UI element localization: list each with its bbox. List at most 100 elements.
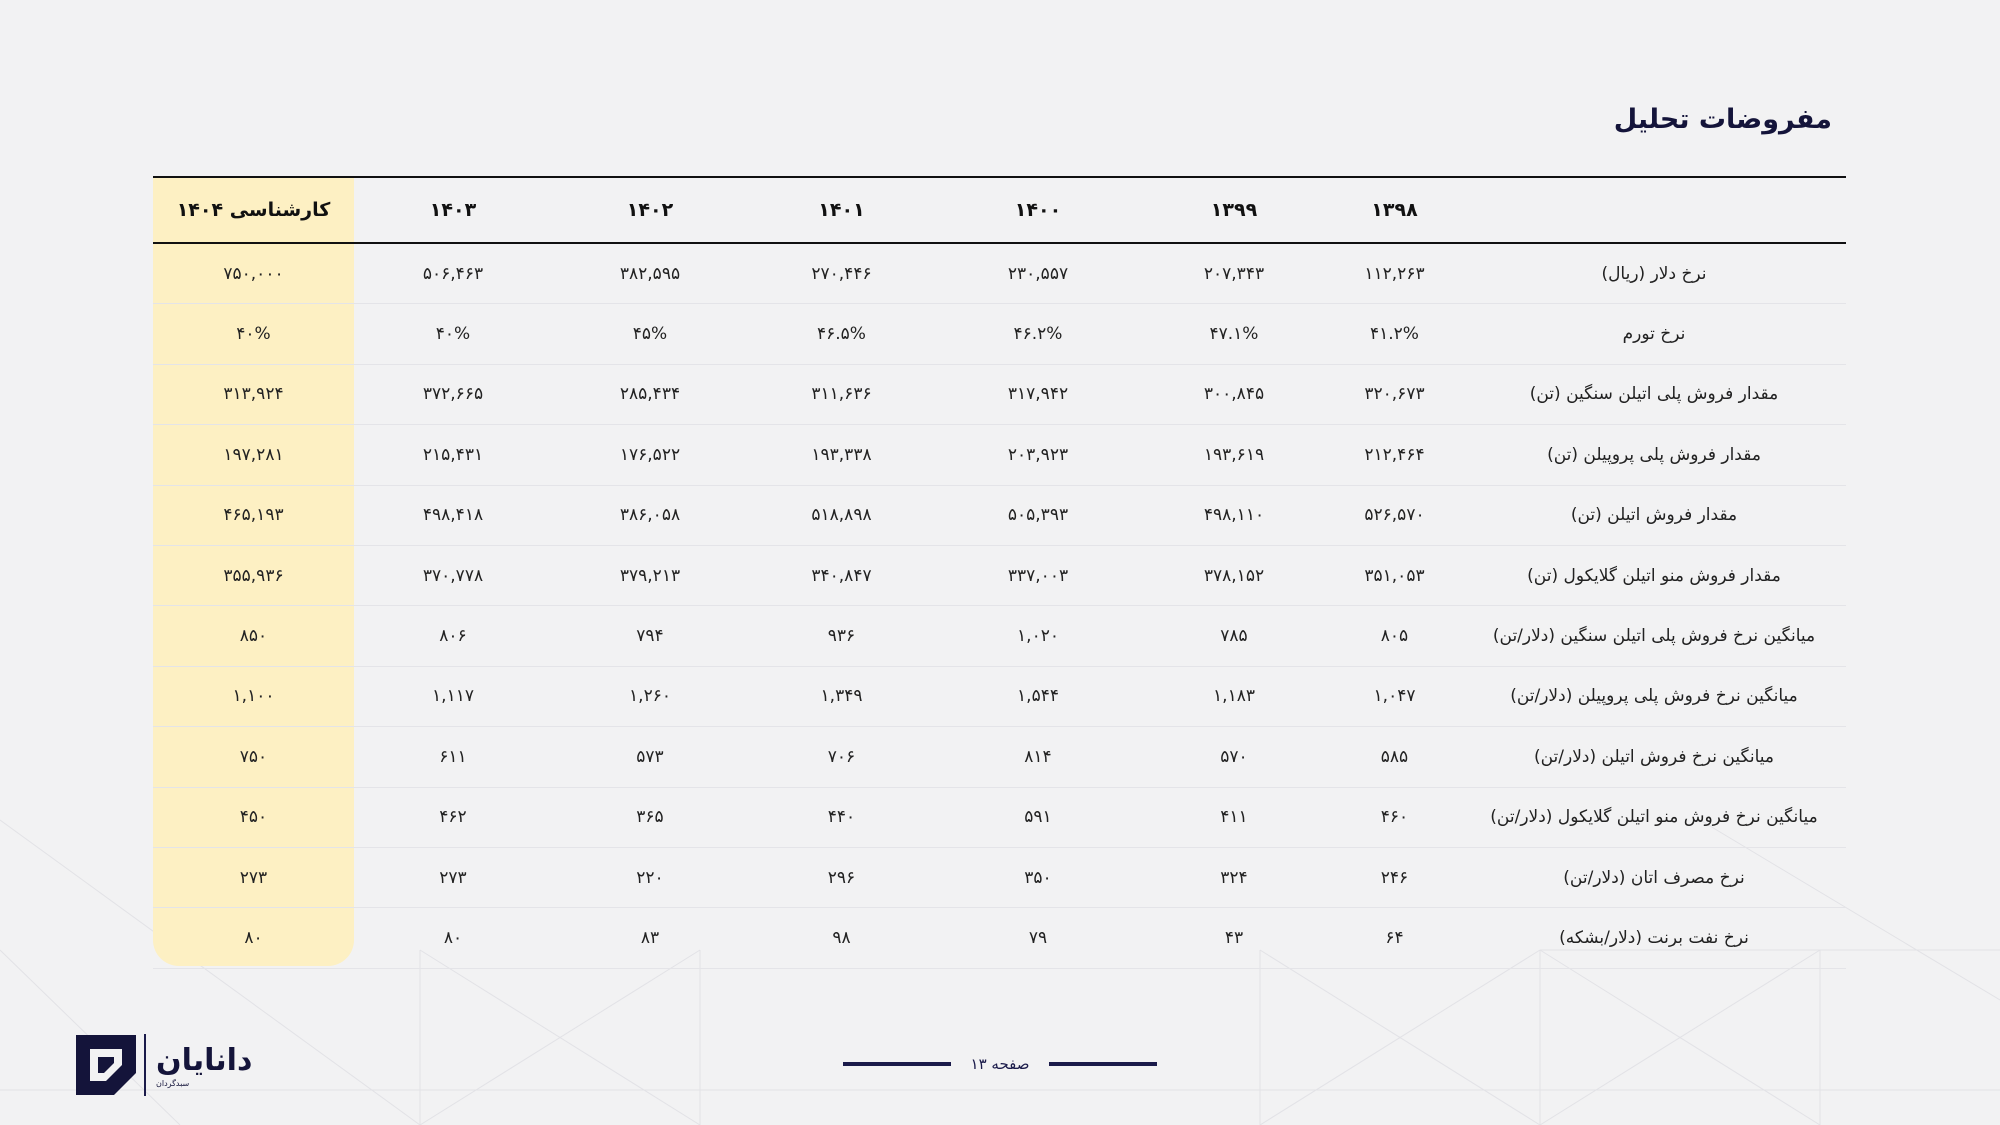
header-cell: ۱۳۹۹ <box>1141 178 1327 244</box>
table-cell: ۵۰۶,۴۶۳ <box>354 243 552 305</box>
table-cell: ۳۷۲,۶۶۵ <box>354 364 552 426</box>
logo-name: دانایان <box>156 1042 253 1078</box>
table-cell: ۷۵۰,۰۰۰ <box>153 243 354 305</box>
table-cell: ۳۷۹,۲۱۳ <box>552 545 748 607</box>
table-cell: ۴۵% <box>552 303 748 365</box>
row-label: میانگین نرخ فروش پلی اتیلن سنگین (دلار/ت… <box>1462 605 1846 667</box>
table-row: ۱,۱۰۰ ۱,۱۱۷ ۱,۲۶۰ ۱,۳۴۹ ۱,۵۴۴ ۱,۱۸۳ ۱,۰۴۷ میانگ… <box>153 666 1846 728</box>
table-row: ۱۹۷,۲۸۱ ۲۱۵,۴۳۱ ۱۷۶,۵۲۲ ۱۹۳,۳۳۸ ۲۰۳,۹۲۳ ۱۹۳,۶… <box>153 424 1846 486</box>
table-cell: ۱,۰۲۰ <box>935 605 1141 667</box>
table-cell: ۴۶.۲% <box>935 303 1141 365</box>
table-cell: ۳۸۲,۵۹۵ <box>552 243 748 305</box>
header-cell: ۱۴۰۳ <box>354 178 552 244</box>
table-row: ۳۱۳,۹۲۴ ۳۷۲,۶۶۵ ۲۸۵,۴۳۴ ۳۱۱,۶۳۶ ۳۱۷,۹۴۲ ۳۰۰,۸… <box>153 364 1846 426</box>
row-label: نرخ تورم <box>1462 303 1846 365</box>
table-cell: ۷۹۴ <box>552 605 748 667</box>
row-label: مقدار فروش پلی اتیلن سنگین (تن) <box>1462 364 1846 426</box>
table-cell: ۳۲۴ <box>1141 847 1327 909</box>
table-cell: ۲۸۵,۴۳۴ <box>552 364 748 426</box>
row-label: نرخ نفت برنت (دلار/بشکه) <box>1462 907 1846 969</box>
table-cell: ۵۷۳ <box>552 726 748 788</box>
table-cell: ۱۹۳,۶۱۹ <box>1141 424 1327 486</box>
table-cell: ۱۷۶,۵۲۲ <box>552 424 748 486</box>
table-cell: ۶۱۱ <box>354 726 552 788</box>
table-cell: ۵۷۰ <box>1141 726 1327 788</box>
table-cell: ۵۰۵,۳۹۳ <box>935 485 1141 546</box>
table-row: ۷۵۰,۰۰۰ ۵۰۶,۴۶۳ ۳۸۲,۵۹۵ ۲۷۰,۴۴۶ ۲۳۰,۵۵۷ ۲۰۷,۳… <box>153 243 1846 305</box>
page-footer: صفحه ۱۳ <box>843 1052 1157 1076</box>
table-cell: ۴۷.۱% <box>1141 303 1327 365</box>
table-cell: ۹۳۶ <box>748 605 935 667</box>
table-row: ۴۵۰ ۴۶۲ ۳۶۵ ۴۴۰ ۵۹۱ ۴۱۱ ۴۶۰ میانگین نرخ فروش من… <box>153 787 1846 848</box>
table-top-rule <box>153 176 1846 178</box>
table-header-row: کارشناسی ۱۴۰۴ ۱۴۰۳ ۱۴۰۲ ۱۴۰۱ ۱۴۰۰ ۱۳۹۹ ۱… <box>153 178 1846 244</box>
row-label: مقدار فروش پلی پروپیلن (تن) <box>1462 424 1846 486</box>
table-cell: ۲۰۳,۹۲۳ <box>935 424 1141 486</box>
table-cell: ۴۹۸,۴۱۸ <box>354 485 552 546</box>
row-label: نرخ مصرف اتان (دلار/تن) <box>1462 847 1846 909</box>
table-row: ۸۰ ۸۰ ۸۳ ۹۸ ۷۹ ۴۳ ۶۴ نرخ نفت برنت (دلار/بشکه) <box>153 907 1846 969</box>
company-logo: دانایان سبدگردان <box>76 1034 252 1096</box>
page-number: صفحه ۱۳ <box>970 1055 1030 1073</box>
table-cell: ۵۱۸,۸۹۸ <box>748 485 935 546</box>
table-row: ۲۷۳ ۲۷۳ ۲۲۰ ۲۹۶ ۳۵۰ ۳۲۴ ۲۴۶ نرخ مصرف اتان (دلار… <box>153 847 1846 909</box>
table-cell: ۲۷۰,۴۴۶ <box>748 243 935 305</box>
table-cell: ۳۵۰ <box>935 847 1141 909</box>
table-cell: ۴۶۵,۱۹۳ <box>153 485 354 546</box>
header-cell: ۱۴۰۱ <box>748 178 935 244</box>
table-cell: ۹۸ <box>748 907 935 969</box>
table-cell: ۷۵۰ <box>153 726 354 788</box>
table-cell: ۳۱۷,۹۴۲ <box>935 364 1141 426</box>
table-cell: ۳۱۱,۶۳۶ <box>748 364 935 426</box>
table-cell: ۲۷۳ <box>153 847 354 909</box>
table-cell: ۸۳ <box>552 907 748 969</box>
row-label: مقدار فروش منو اتیلن گلایکول (تن) <box>1462 545 1846 607</box>
table-cell: ۲۷۳ <box>354 847 552 909</box>
table-cell: ۷۸۵ <box>1141 605 1327 667</box>
table-cell: ۳۸۶,۰۵۸ <box>552 485 748 546</box>
table-cell: ۴۰% <box>153 303 354 365</box>
table-cell: ۱,۱۱۷ <box>354 666 552 728</box>
table-cell: ۴۶.۵% <box>748 303 935 365</box>
table-cell: ۵۲۶,۵۷۰ <box>1327 485 1462 546</box>
table-cell: ۳۶۵ <box>552 787 748 848</box>
table-cell: ۳۵۵,۹۳۶ <box>153 545 354 607</box>
row-label: مقدار فروش اتیلن (تن) <box>1462 485 1846 546</box>
table-row: ۷۵۰ ۶۱۱ ۵۷۳ ۷۰۶ ۸۱۴ ۵۷۰ ۵۸۵ میانگین نرخ فروش ات… <box>153 726 1846 788</box>
table-cell: ۲۱۵,۴۳۱ <box>354 424 552 486</box>
table-row: ۸۵۰ ۸۰۶ ۷۹۴ ۹۳۶ ۱,۰۲۰ ۷۸۵ ۸۰۵ میانگین نرخ فروش … <box>153 605 1846 667</box>
table-cell: ۸۰۵ <box>1327 605 1462 667</box>
table-cell: ۴۰% <box>354 303 552 365</box>
table-row: ۳۵۵,۹۳۶ ۳۷۰,۷۷۸ ۳۷۹,۲۱۳ ۳۴۰,۸۴۷ ۳۳۷,۰۰۳ ۳۷۸,۱… <box>153 545 1846 607</box>
table-cell: ۸۰ <box>153 907 354 969</box>
table-cell: ۲۱۲,۴۶۴ <box>1327 424 1462 486</box>
table-cell: ۴۳ <box>1141 907 1327 969</box>
table-cell: ۲۲۰ <box>552 847 748 909</box>
table-cell: ۳۲۰,۶۷۳ <box>1327 364 1462 426</box>
table-cell: ۸۵۰ <box>153 605 354 667</box>
footer-bar-right <box>1048 1062 1157 1066</box>
table-cell: ۴۶۰ <box>1327 787 1462 848</box>
header-cell: ۱۳۹۸ <box>1327 178 1462 244</box>
table-cell: ۳۷۸,۱۵۲ <box>1141 545 1327 607</box>
assumptions-table: کارشناسی ۱۴۰۴ ۱۴۰۳ ۱۴۰۲ ۱۴۰۱ ۱۴۰۰ ۱۳۹۹ ۱… <box>153 178 1846 969</box>
table-cell: ۴۹۸,۱۱۰ <box>1141 485 1327 546</box>
table-cell: ۳۱۳,۹۲۴ <box>153 364 354 426</box>
table-cell: ۱۱۲,۲۶۳ <box>1327 243 1462 305</box>
page-title: مفروضات تحلیل <box>1613 104 1832 135</box>
row-label: میانگین نرخ فروش منو اتیلن گلایکول (دلار… <box>1462 787 1846 848</box>
table-cell: ۳۰۰,۸۴۵ <box>1141 364 1327 426</box>
logo-subtitle: سبدگردان <box>156 1078 190 1088</box>
table-cell: ۴۱۱ <box>1141 787 1327 848</box>
table-cell: ۳۳۷,۰۰۳ <box>935 545 1141 607</box>
table-cell: ۷۹ <box>935 907 1141 969</box>
row-label: میانگین نرخ فروش اتیلن (دلار/تن) <box>1462 726 1846 788</box>
table-cell: ۱,۱۰۰ <box>153 666 354 728</box>
table-cell: ۲۹۶ <box>748 847 935 909</box>
table-cell: ۲۳۰,۵۵۷ <box>935 243 1141 305</box>
assumptions-table-container: کارشناسی ۱۴۰۴ ۱۴۰۳ ۱۴۰۲ ۱۴۰۱ ۱۴۰۰ ۱۳۹۹ ۱… <box>153 176 1846 969</box>
logo-mark-icon <box>76 1035 136 1095</box>
table-cell: ۱,۲۶۰ <box>552 666 748 728</box>
table-cell: ۸۰ <box>354 907 552 969</box>
